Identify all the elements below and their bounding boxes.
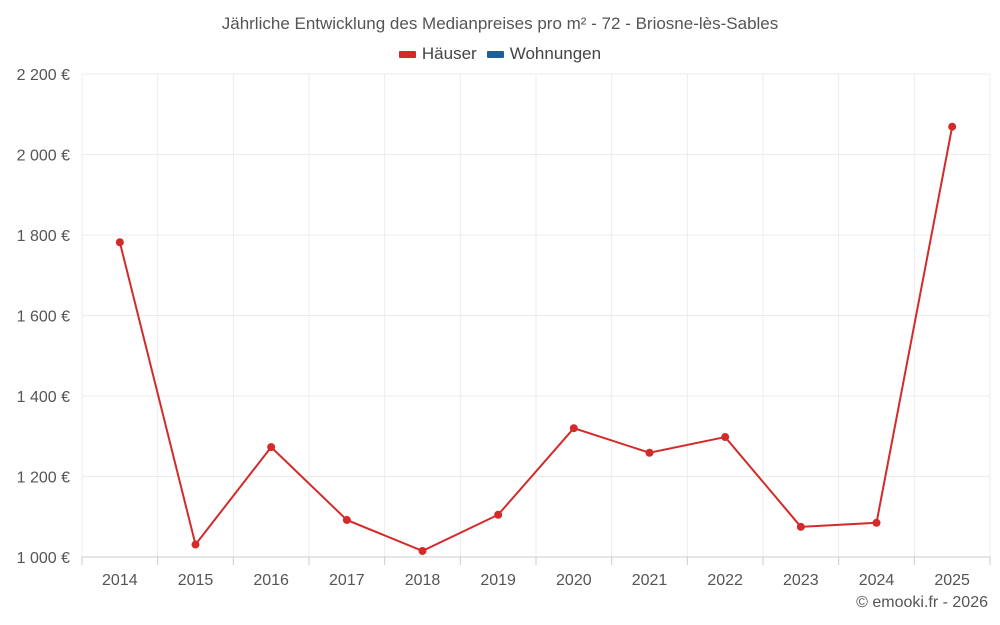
data-point [267,443,276,452]
legend: Häuser Wohnungen [0,44,1000,64]
legend-swatch-haeuser [398,50,416,58]
chart-title: Jährliche Entwicklung des Medianpreises … [221,14,779,33]
series-line [118,126,954,553]
data-point [645,448,654,457]
legend-item-wohnungen[interactable]: Wohnungen [486,44,602,64]
data-point [948,122,957,131]
y-tick-label: 2 200 € [17,67,70,84]
x-tick-label: 2017 [329,572,365,589]
y-tick-label: 1 200 € [17,470,70,487]
x-tick-label: 2024 [859,572,895,589]
data-point [872,518,881,527]
x-tick-label: 2020 [556,572,592,589]
legend-swatch-wohnungen [486,50,504,58]
axes: 1 000 € 1 200 € 1 400 € 1 600 € 1 800 € 2 000… [17,67,991,589]
data-point [418,546,427,555]
y-tick-label: 1 800 € [17,228,70,245]
data-point [494,510,503,519]
x-tick-label: 2023 [783,572,819,589]
data-point [342,515,351,524]
data-point [721,433,730,442]
y-tick-label: 2 000 € [17,148,70,165]
legend-label-haeuser: Häuser [421,44,477,63]
data-point [569,424,578,433]
data-point [796,522,805,531]
data-point [115,238,124,247]
x-tick-label: 2014 [102,572,138,589]
grid [81,73,991,558]
y-tick-label: 1 400 € [17,389,70,406]
x-tick-label: 2022 [707,572,743,589]
legend-label-wohnungen: Wohnungen [509,44,602,63]
credit-text: © emooki.fr - 2026 [856,594,988,611]
x-tick-label: 2015 [178,572,214,589]
x-tick-label: 2019 [480,572,516,589]
legend-item-haeuser[interactable]: Häuser [398,44,477,64]
y-tick-label: 1 000 € [17,550,70,567]
series-layer [115,122,957,555]
x-tick-label: 2021 [632,572,668,589]
data-point [191,540,200,549]
y-tick-label: 1 600 € [17,309,70,326]
x-tick-label: 2016 [253,572,289,589]
x-tick-label: 2018 [405,572,441,589]
x-tick-label: 2025 [934,572,970,589]
